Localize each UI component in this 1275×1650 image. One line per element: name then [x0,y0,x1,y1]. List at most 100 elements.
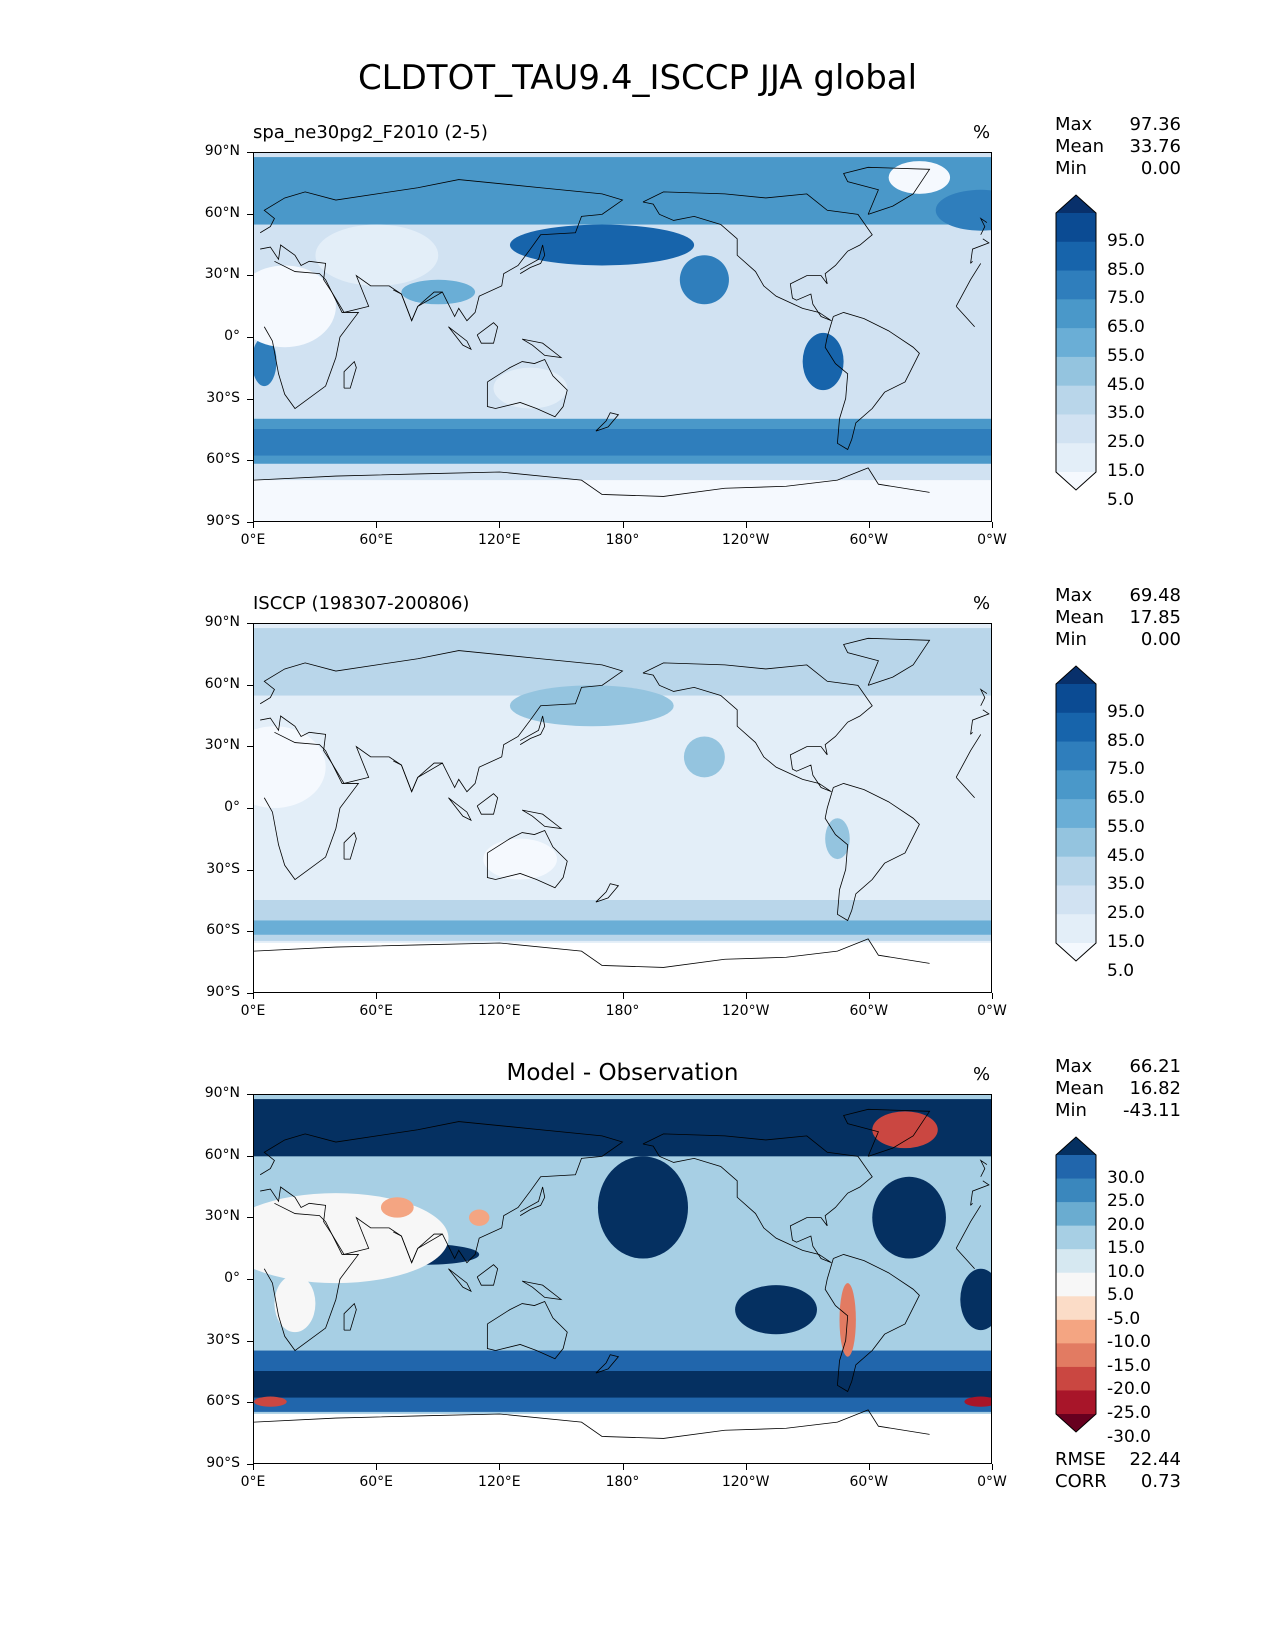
stat-value: 69.48 [1129,585,1181,606]
lon-tick-mark [992,993,993,999]
lon-tick-mark [745,522,747,528]
lon-tick-mark [376,993,378,999]
map-field [254,153,991,521]
lat-tick-mark [247,275,253,277]
coastline-greenland [843,637,931,686]
field-band-arctic [254,628,991,696]
lat-tick-label: 90°S [206,984,240,1000]
colorbar-segment [1056,741,1096,771]
lat-tick-label: 90°N [204,614,240,630]
stat-value: 97.36 [1129,114,1181,135]
colorbar-segment [1056,443,1096,473]
stat-row: Max 69.48 [1055,585,1181,607]
map-frame [253,152,992,522]
coastline-samerica [824,1254,920,1393]
field-blob-central-asia [315,224,439,286]
lon-tick-label: 0°E [240,532,266,548]
lon-tick-label: 0°E [240,1474,266,1490]
lat-tick-label: 60°S [206,922,240,939]
field-band-southern-ocean-core [254,429,991,456]
stat-value: -43.11 [1122,1100,1181,1121]
field-blob-sepac [735,1285,817,1335]
colorbar-tick-label: -10.0 [1107,1332,1151,1353]
panel-units: % [973,122,991,143]
stat-label: Max [1055,1056,1093,1077]
lon-tick-label: 120°E [478,532,521,548]
lon-tick-mark [622,993,624,999]
coastline-australia [486,358,568,418]
lon-tick-mark [868,522,870,528]
lon-tick-mark [253,1464,254,1470]
lon-tick-mark [499,993,501,999]
lat-tick-label: 90°N [204,143,240,159]
lat-tick-mark [247,684,253,686]
colorbar-graphic [1055,194,1097,491]
colorbar: 95.0 85.0 75.0 65.0 55.0 45.0 35.0 25.0 15.0 5.0 [1055,194,1175,510]
coastline-madagascar [343,1302,357,1331]
colorbar-extend-max [1056,195,1096,213]
field-band-arctic [254,157,991,225]
field-blob-australia [493,367,568,409]
field-blob-namibia-sc [254,337,277,387]
lon-tick-label: 120°E [478,1474,521,1490]
colorbar-tick-label: 95.0 [1107,701,1145,722]
lat-tick-label: 30°N [204,1208,240,1225]
field-band-southern-ocean-core [254,920,991,935]
coastline-newguinea [521,1280,563,1301]
lat-tick-label: 30°N [204,266,240,283]
lat-tick-mark [247,1464,253,1465]
stat-value: 33.76 [1129,136,1181,157]
colorbar-tick-label: 65.0 [1107,788,1145,809]
colorbar-tick-label: -5.0 [1107,1308,1141,1329]
stat-value: 66.21 [1129,1056,1181,1077]
coastline-india [393,1231,443,1264]
coastline-india [393,760,443,793]
lon-tick-label: 120°W [721,1474,770,1490]
colorbar-tick-label: -15.0 [1107,1355,1151,1376]
field-band-missing [254,1413,991,1463]
colorbar-segment [1056,213,1096,243]
colorbar-segment [1056,1343,1096,1368]
lat-tick-mark [247,1402,253,1404]
lat-tick-mark [247,337,253,338]
colorbar-tick-label: 75.0 [1107,759,1145,780]
lat-tick-label: 60°N [204,675,240,692]
colorbar-tick-label: 55.0 [1107,345,1145,366]
colorbar-tick-label: 95.0 [1107,230,1145,251]
stat-label: Min [1055,629,1087,650]
lat-tick-label: 30°S [206,389,240,406]
colorbar-tick-label: 15.0 [1107,932,1145,952]
lon-tick-mark [622,1464,624,1470]
panel-error-metrics: RMSE 22.44 CORR 0.73 [1055,1449,1181,1493]
lon-tick-label: 120°W [721,1003,770,1019]
field-band-antarctica [254,480,991,521]
colorbar-segment [1056,856,1096,886]
stat-label: Mean [1055,1078,1105,1099]
lon-tick-mark [253,522,254,528]
coastline-greenland [843,166,931,215]
field-blob-ne-pac [679,255,729,305]
coastline-nz [595,1354,620,1374]
colorbar-segment [1056,1155,1096,1180]
lat-tick-label: 90°S [206,1455,240,1471]
lat-tick-label: 60°S [206,1393,240,1410]
stat-row: Min 0.00 [1055,629,1181,651]
coastline-eurasia [259,179,990,322]
colorbar: 30.0 25.0 20.0 15.0 10.0 5.0 -5.0 -10.0 -15.0 -20… [1055,1136,1175,1447]
stat-label: Max [1055,114,1093,135]
lon-tick-mark [992,1464,993,1470]
colorbar-segment [1056,799,1096,829]
colorbar-segment [1056,1178,1096,1203]
field-blob-neg-asia [380,1197,414,1218]
lon-tick-label: 60°W [849,1003,889,1019]
colorbar-tick-label: -25.0 [1107,1403,1151,1423]
colorbar-segment [1056,299,1096,329]
field-blob-greenland [888,161,951,194]
colorbar-tick-label: -30.0 [1107,1426,1151,1447]
lat-tick-mark [247,1217,253,1219]
lon-tick-label: 0°W [977,1474,1007,1490]
lon-tick-label: 0°E [240,1003,266,1019]
coastline-newguinea [521,338,563,359]
field-blob-neg-china [468,1209,490,1226]
colorbar-segment [1056,684,1096,714]
